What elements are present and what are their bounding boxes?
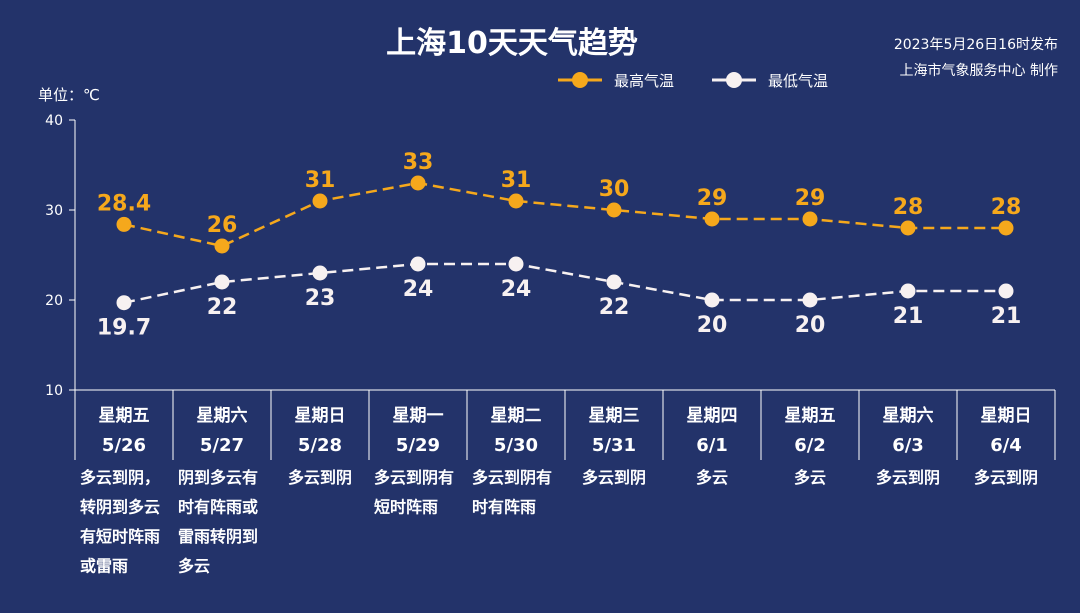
high-temperature-label: 28 — [893, 195, 924, 220]
weather-description: 转阴到多云 — [80, 498, 160, 517]
high-temperature-point — [116, 216, 132, 232]
weather-description: 时有阵雨或 — [178, 498, 258, 517]
weather-description: 多云 — [696, 468, 728, 487]
weather-description: 多云到阴有 — [374, 468, 454, 487]
date-label: 5/27 — [200, 435, 244, 456]
y-tick-label: 40 — [45, 113, 63, 129]
weekday-label: 星期三 — [589, 406, 640, 426]
date-label: 6/2 — [794, 435, 826, 456]
low-temperature-label: 22 — [599, 295, 630, 320]
high-temperature-label: 28.4 — [97, 191, 151, 216]
weather-description: 雷雨转阴到 — [178, 527, 258, 546]
weekday-label: 星期一 — [393, 406, 444, 426]
high-temperature-point — [606, 202, 622, 218]
low-temperature-label: 23 — [305, 286, 336, 311]
low-temperature-point — [410, 256, 426, 272]
low-temperature-point — [606, 274, 622, 290]
unit-label: 单位：℃ — [38, 86, 100, 104]
weather-description: 有短时阵雨 — [80, 527, 160, 546]
low-temperature-point — [312, 265, 328, 281]
weather-description: 多云到阴 — [974, 468, 1038, 487]
low-temperature-label: 24 — [501, 277, 532, 302]
chart-title: 上海10天天气趋势 — [386, 26, 638, 61]
date-label: 6/1 — [696, 435, 728, 456]
high-temperature-label: 29 — [795, 186, 826, 211]
weather-description: 多云 — [794, 468, 826, 487]
weekday-label: 星期六 — [883, 405, 934, 426]
low-temperature-point — [116, 295, 132, 311]
chart-legend: 最高气温 最低气温 — [558, 72, 828, 90]
low-temperature-point — [214, 274, 230, 290]
high-temperature-point — [312, 193, 328, 209]
date-label: 6/3 — [892, 435, 924, 456]
high-temperature-label: 26 — [207, 213, 238, 238]
y-tick-label: 20 — [45, 293, 63, 309]
y-tick-label: 10 — [45, 383, 63, 399]
low-temperature-label: 19.7 — [97, 316, 151, 341]
date-label: 5/28 — [298, 435, 342, 456]
legend-high-marker — [572, 72, 588, 88]
weekday-label: 星期五 — [99, 406, 150, 426]
high-temperature-label: 29 — [697, 186, 728, 211]
issuer-name: 上海市气象服务中心 制作 — [900, 62, 1058, 79]
weekday-label: 星期日 — [295, 406, 346, 426]
legend-low-marker — [726, 72, 742, 88]
high-temperature-label: 31 — [501, 168, 532, 193]
high-temperature-point — [900, 220, 916, 236]
low-temperature-point — [508, 256, 524, 272]
weekday-label: 星期五 — [785, 406, 836, 426]
low-temperature-point — [998, 283, 1014, 299]
weather-description: 多云到阴 — [582, 468, 646, 487]
date-label: 5/31 — [592, 435, 636, 456]
high-temperature-point — [214, 238, 230, 254]
low-temperature-point — [900, 283, 916, 299]
weather-description: 多云 — [178, 557, 210, 576]
high-temperature-label: 33 — [403, 150, 434, 175]
legend-high-label: 最高气温 — [614, 72, 674, 90]
high-temperature-label: 30 — [599, 177, 630, 202]
high-temperature-point — [508, 193, 524, 209]
weather-description: 多云到阴 — [876, 468, 940, 487]
high-temperature-label: 28 — [991, 195, 1022, 220]
low-temperature-point — [802, 292, 818, 308]
weekday-label: 星期六 — [197, 405, 248, 426]
chart-axes: 10 20 30 40 — [45, 113, 1055, 399]
weather-description: 多云到阴， — [80, 468, 160, 487]
high-temperature-point — [704, 211, 720, 227]
high-temperature-label: 31 — [305, 168, 336, 193]
high-temperature-point — [802, 211, 818, 227]
y-tick-label: 30 — [45, 203, 63, 219]
date-label: 5/29 — [396, 435, 440, 456]
low-temperature-line — [123, 262, 1006, 304]
low-temperature-label: 20 — [697, 313, 728, 338]
low-temperature-label: 24 — [403, 277, 434, 302]
date-label: 6/4 — [990, 435, 1022, 456]
weather-description: 或雷雨 — [80, 557, 128, 576]
date-label: 5/26 — [102, 435, 146, 456]
weekday-label: 星期日 — [981, 406, 1032, 426]
weekday-label: 星期四 — [687, 406, 738, 426]
high-temperature-point — [998, 220, 1014, 236]
weather-description: 多云到阴有 — [472, 468, 552, 487]
legend-low-label: 最低气温 — [768, 72, 828, 90]
weather-description: 阴到多云有 — [178, 468, 258, 487]
low-temperature-label: 21 — [893, 304, 924, 329]
high-temperature-line — [123, 181, 1006, 248]
weekday-label: 星期二 — [491, 406, 542, 426]
low-temperature-label: 20 — [795, 313, 826, 338]
weather-description: 短时阵雨 — [374, 498, 438, 517]
low-temperature-label: 21 — [991, 304, 1022, 329]
issue-time: 2023年5月26日16时发布 — [894, 37, 1058, 53]
low-temperature-label: 22 — [207, 295, 238, 320]
weather-description: 时有阵雨 — [472, 498, 536, 517]
low-temperature-point — [704, 292, 720, 308]
high-temperature-point — [410, 175, 426, 191]
weather-description: 多云到阴 — [288, 468, 352, 487]
date-label: 5/30 — [494, 435, 538, 456]
series-layer: 28.4 26 31 33 31 30 29 29 28 28 19.7 22 23 24 24 22 20 20… — [97, 150, 1021, 341]
